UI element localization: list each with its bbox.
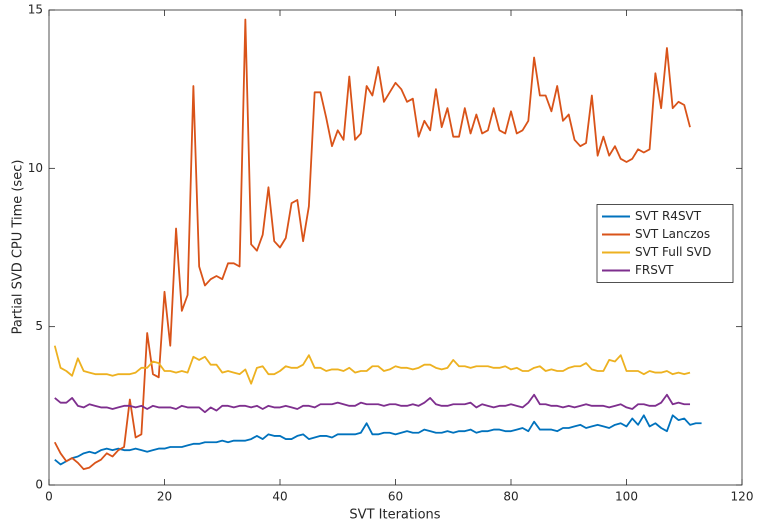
legend-label: SVT Lanczos [635, 227, 710, 241]
x-tick-label: 100 [615, 490, 638, 504]
y-axis-label: Partial SVD CPU Time (sec) [11, 160, 26, 335]
x-tick-label: 80 [503, 490, 518, 504]
y-tick-label: 0 [35, 478, 43, 492]
x-tick-label: 60 [388, 490, 403, 504]
y-tick-label: 5 [35, 319, 43, 333]
y-tick-label: 10 [28, 161, 43, 175]
x-tick-label: 0 [45, 490, 53, 504]
legend-label: FRSVT [635, 263, 674, 277]
y-tick-label: 15 [28, 3, 43, 17]
x-axis-label: SVT Iterations [349, 508, 440, 523]
series-line [54, 414, 702, 466]
series-line [53, 345, 691, 385]
series-line [54, 393, 691, 414]
x-tick-label: 40 [272, 490, 287, 504]
x-tick-label: 20 [157, 490, 172, 504]
legend-label: SVT R4SVT [635, 209, 702, 223]
x-tick-label: 120 [731, 490, 754, 504]
series-line [53, 18, 691, 471]
legend-label: SVT Full SVD [635, 245, 711, 259]
legend: SVT R4SVT SVT Lanczos SVT Full SVD FRSVT [596, 204, 734, 283]
